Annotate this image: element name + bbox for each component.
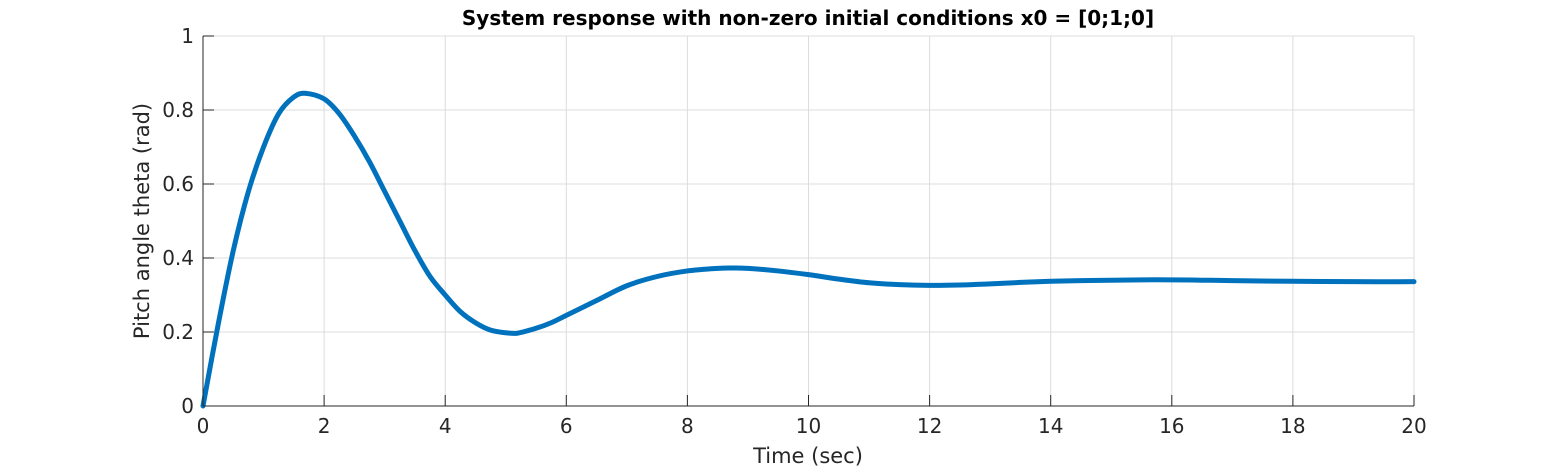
x-tick-label: 2 [318,414,331,438]
grid-lines [202,35,1415,407]
series-line-theta [200,90,1417,409]
x-tick-label: 4 [439,414,452,438]
x-tick-label: 8 [681,414,694,438]
y-tick-label: 0.4 [162,246,194,270]
x-tick-label: 18 [1280,414,1305,438]
axes [202,35,1415,407]
y-axis-label: Pitch angle theta (rad) [130,103,154,339]
chart-title: System response with non-zero initial co… [462,6,1154,30]
x-tick-label: 0 [197,414,210,438]
x-tick-label: 12 [917,414,942,438]
x-tick-label: 14 [1038,414,1063,438]
y-tick-label: 0.8 [162,98,194,122]
x-tick-label: 10 [796,414,821,438]
y-tick-label: 0 [181,394,194,418]
x-tick-labels: 0 2 4 6 8 10 12 14 16 18 20 [197,414,1427,438]
x-tick-label: 6 [560,414,573,438]
y-tick-label: 0.2 [162,320,194,344]
y-tick-label: 0.6 [162,172,194,196]
y-tick-labels: 0 0.2 0.4 0.6 0.8 1 [162,24,194,418]
x-tick-label: 20 [1401,414,1426,438]
y-tick-label: 1 [181,24,194,48]
x-tick-label: 16 [1159,414,1184,438]
x-axis-label: Time (sec) [752,444,863,468]
